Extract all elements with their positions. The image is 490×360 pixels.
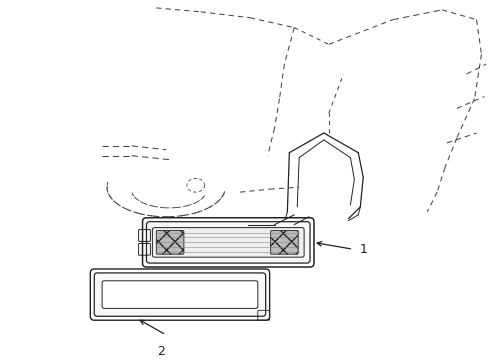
Text: 2: 2 [157,345,165,358]
FancyBboxPatch shape [94,273,266,316]
FancyBboxPatch shape [147,222,310,263]
FancyBboxPatch shape [270,230,298,254]
FancyBboxPatch shape [152,228,304,257]
FancyBboxPatch shape [102,281,258,309]
FancyBboxPatch shape [156,230,184,254]
Text: 1: 1 [359,243,367,256]
